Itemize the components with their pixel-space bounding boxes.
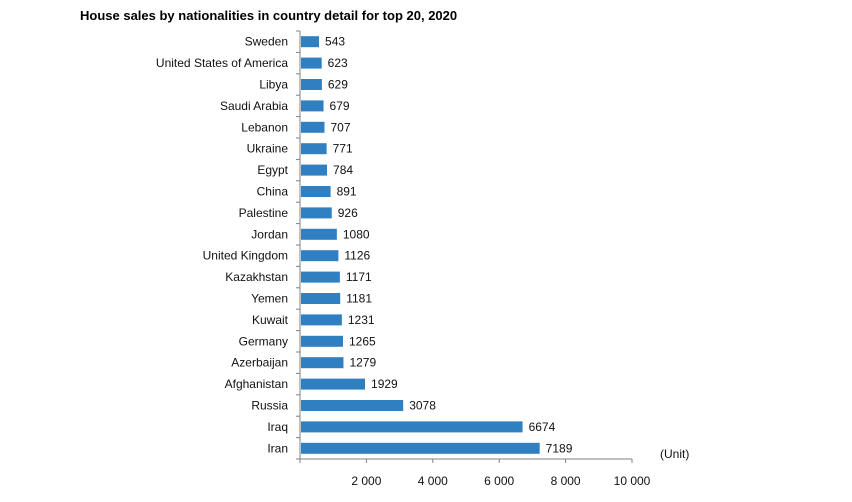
value-label: 1126 xyxy=(344,249,370,263)
x-tick-label: 4 000 xyxy=(418,474,448,488)
bar-azerbaijan xyxy=(301,357,344,369)
chart-axes xyxy=(296,30,633,463)
bar-germany xyxy=(301,335,343,347)
value-label: 7189 xyxy=(546,441,573,455)
value-label: 1231 xyxy=(348,313,375,327)
bar-china xyxy=(301,186,331,197)
bar-russia xyxy=(301,400,404,411)
category-label: Yemen xyxy=(251,292,288,306)
category-label: Lebanon xyxy=(241,120,288,134)
bar-sweden xyxy=(301,36,320,48)
value-label: 1171 xyxy=(346,270,372,284)
value-label: 1279 xyxy=(349,356,376,370)
bar-saudi-arabia xyxy=(301,100,324,112)
category-label: Kazakhstan xyxy=(225,270,288,284)
bar-libya xyxy=(301,79,322,90)
category-label: Palestine xyxy=(239,206,289,220)
value-label: 707 xyxy=(330,120,350,134)
bar-egypt xyxy=(301,164,328,176)
chart-title: House sales by nationalities in country … xyxy=(80,8,458,23)
bar-kazakhstan xyxy=(301,271,340,283)
category-label: Iran xyxy=(267,441,288,455)
category-label: Iraq xyxy=(267,420,288,434)
category-label: United States of America xyxy=(156,56,288,70)
category-label: Jordan xyxy=(251,227,288,241)
bar-united-states-of-america xyxy=(301,57,322,69)
value-label: 629 xyxy=(328,78,348,92)
category-label: Libya xyxy=(259,78,288,92)
category-label: Saudi Arabia xyxy=(220,99,288,113)
category-label: United Kingdom xyxy=(203,249,288,263)
category-label: Azerbaijan xyxy=(231,356,288,370)
value-label: 784 xyxy=(333,163,353,177)
chart-bars xyxy=(301,36,540,454)
x-tick-label: 6 000 xyxy=(484,474,514,488)
x-tick-label: 8 000 xyxy=(551,474,581,488)
value-label: 543 xyxy=(325,35,345,49)
category-label: Ukraine xyxy=(247,142,289,156)
value-label: 926 xyxy=(338,206,358,220)
value-label: 623 xyxy=(328,56,348,70)
category-label: Egypt xyxy=(257,163,288,177)
category-label: Germany xyxy=(239,334,288,348)
value-label: 6674 xyxy=(529,420,556,434)
bar-iraq xyxy=(301,421,523,433)
bar-yemen xyxy=(301,293,341,304)
value-label: 1265 xyxy=(349,334,376,348)
value-label: 1080 xyxy=(343,227,370,241)
x-tick-label: 10 000 xyxy=(614,474,651,488)
bar-ukraine xyxy=(301,143,327,155)
bar-afghanistan xyxy=(301,378,366,390)
category-label: Kuwait xyxy=(252,313,289,327)
category-label: Russia xyxy=(251,399,288,413)
value-label: 1929 xyxy=(371,377,398,391)
unit-label: (Unit) xyxy=(660,447,689,461)
chart-labels: 2 000 4 000 6 000 8 000 10 000 Sweden 543 Unite… xyxy=(156,35,651,488)
x-tick-label: 2 000 xyxy=(351,474,381,488)
value-label: 1181 xyxy=(346,292,372,306)
category-label: Sweden xyxy=(245,35,288,49)
bar-iran xyxy=(301,442,540,454)
value-label: 771 xyxy=(333,142,353,156)
bar-palestine xyxy=(301,207,332,219)
bar-jordan xyxy=(301,228,337,240)
bar-lebanon xyxy=(301,121,325,133)
value-label: 3078 xyxy=(409,399,436,413)
bar-united-kingdom xyxy=(301,250,339,262)
value-label: 679 xyxy=(330,99,350,113)
category-label: China xyxy=(257,185,289,199)
value-label: 891 xyxy=(337,185,357,199)
category-label: Afghanistan xyxy=(225,377,288,391)
bar-kuwait xyxy=(301,314,342,326)
